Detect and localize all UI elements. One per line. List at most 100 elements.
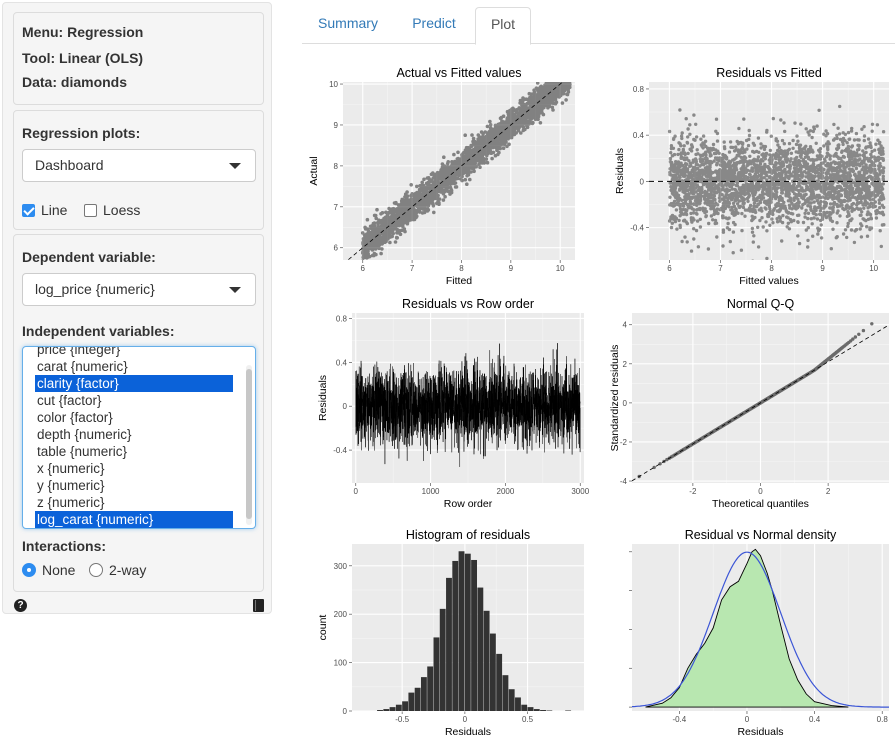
tab-predict[interactable]: Predict [412,15,456,31]
dependent-variable-select[interactable]: log_price {numeric} [22,273,256,306]
x-tick-label: 2 [826,487,831,496]
variable-option[interactable]: price {integer} [37,346,121,357]
histogram-bar [508,689,515,711]
variable-option[interactable]: y {numeric} [37,478,105,493]
chart-title: Residuals vs Row order [402,297,534,311]
y-tick-label: 0.8 [336,314,348,323]
plot-residuals-vs-row-order: Residuals vs Row order 0 1000 2000 3000 -0.4 0… [305,293,590,515]
chart-title: Residual vs Normal density [685,528,837,542]
loess-checkbox[interactable]: Loess [84,202,140,218]
scatter-points [360,82,572,260]
chart-marks [347,82,572,260]
y-tick-label: 4 [623,321,628,330]
variable-option[interactable]: color {factor} [37,410,113,425]
regression-plots-value: Dashboard [35,157,104,173]
x-tick-label: -0.4 [672,715,686,724]
x-tick-label: 2000 [497,487,515,496]
x-tick-label: 8 [459,264,464,273]
x-tick-label: 8 [769,264,774,273]
histogram-bar [496,653,503,711]
y-tick-label: -2 [620,438,628,447]
y-axis-label: Residuals [317,375,329,421]
independent-variables-listbox[interactable]: price {integer} carat {numeric} clarity {f… [22,346,256,529]
y-tick-label: 9 [334,121,339,130]
regression-plots-select[interactable]: Dashboard [22,149,256,182]
variable-option[interactable]: log_carat {numeric} [35,511,233,528]
histogram-bar [521,704,528,711]
dependent-variable-label: Dependent variable: [22,249,156,265]
dependent-variable-value: log_price {numeric} [35,281,155,297]
y-axis-label: Actual [308,156,320,185]
variable-option[interactable]: depth {numeric} [37,427,132,442]
variable-option[interactable]: clarity {factor} [35,375,233,392]
normal-density-line [632,551,889,708]
variable-option[interactable]: table {numeric} [37,444,128,459]
y-tick-label: 0.4 [633,131,645,140]
regression-plots-label: Regression plots: [22,125,141,141]
histogram-bar [471,559,478,711]
interactions-label: Interactions: [22,538,107,554]
y-tick-label: 0.4 [336,358,348,367]
variable-option[interactable]: x {numeric} [37,461,105,476]
histogram-bar [433,637,440,711]
question-circle-icon[interactable]: ? [14,599,27,612]
plot-residuals-vs-fitted: Residuals vs Fitted 6 7 8 9 10 -0.4 0 0.4 0.8 Fitt… [605,62,895,284]
y-tick-label: 100 [334,659,348,668]
y-tick-label: 0 [640,177,645,186]
x-tick-label: 9 [509,264,514,273]
tab-bar: Summary Predict Plot [302,0,895,45]
reference-line [632,324,889,482]
menu-info: Menu: Regression [22,24,144,40]
y-tick-label: 8 [334,162,339,171]
chart-marks [355,343,581,467]
histogram-bar [377,710,383,711]
plot-residual-vs-normal-density: Residual vs Normal density -0.4 0 0.4 0.8 Res… [605,524,895,743]
y-tick-label: 10 [329,80,338,89]
x-tick-label: -0.5 [395,715,409,724]
plot-normal-qq: Normal Q-Q -2 0 2 -4 -2 0 2 4 Theoretical quantil… [605,293,895,515]
radio-selected-icon [22,563,36,577]
chart-marks [632,322,889,482]
x-tick-label: 0 [745,715,750,724]
tool-info: Tool: Linear (OLS) [22,50,144,66]
x-axis-label: Theoretical quantiles [712,498,809,510]
x-axis-label: Residuals [737,726,783,738]
residual-series-line [355,343,581,467]
tab-plot[interactable]: Plot [475,7,531,45]
x-axis-label: Fitted values [739,275,799,284]
y-axis-label: Residuals [614,148,626,194]
chart-marks [377,551,572,711]
y-tick-label: 0 [343,402,348,411]
histogram-bar [483,610,490,711]
x-tick-label: 1000 [422,487,440,496]
x-axis-label: Residuals [445,726,491,738]
y-tick-label: -0.4 [630,224,644,233]
x-tick-label: 6 [667,264,672,273]
chart-panel-background [343,82,575,260]
variable-option[interactable]: z {numeric} [37,495,105,510]
interactions-radio-2way[interactable]: 2-way [89,562,146,578]
listbox-scrollbar[interactable] [246,369,252,519]
histogram-bar [527,707,534,711]
variable-option[interactable]: cut {factor} [37,393,102,408]
x-tick-label: 3000 [571,487,589,496]
histogram-bar [502,675,509,711]
x-axis-label: Fitted [446,275,472,284]
line-checkbox[interactable]: Line [22,202,67,218]
histogram-bar [446,577,452,711]
sidebar-panel: Menu: Regression Tool: Linear (OLS) Data… [2,2,272,614]
y-tick-label: -0.4 [333,446,347,455]
histogram-bar [420,677,427,711]
book-icon[interactable] [253,599,264,612]
y-tick-label: -4 [620,477,628,486]
checkbox-checked-icon [22,203,35,217]
histogram-bar [515,697,521,711]
variable-option[interactable]: carat {numeric} [37,359,128,374]
y-tick-label: 2 [623,360,628,369]
chart-marks [649,104,889,260]
tab-summary[interactable]: Summary [318,15,378,31]
interactions-radio-none[interactable]: None [22,562,75,578]
chart-title: Residuals vs Fitted [716,66,822,80]
line-checkbox-label: Line [41,202,68,218]
histogram-bar [408,692,415,711]
